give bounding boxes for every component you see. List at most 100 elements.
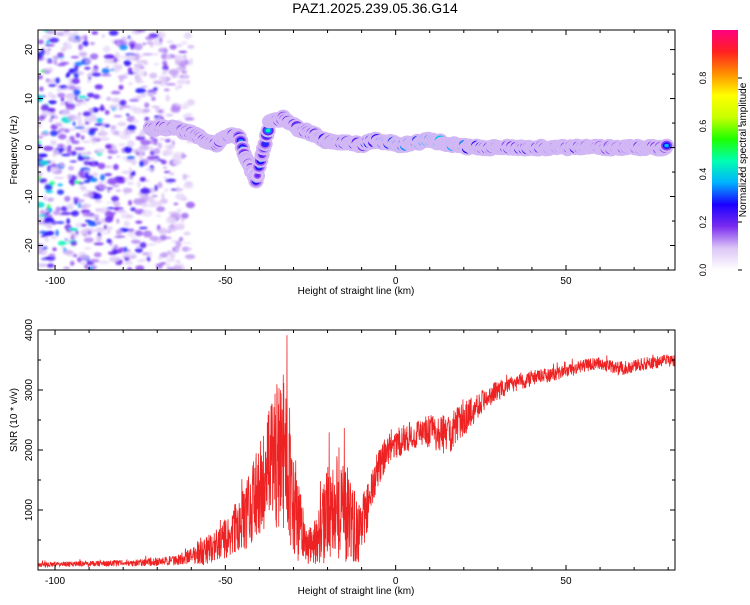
noise-spot [127, 67, 133, 74]
noise-spot [128, 228, 135, 233]
noise-spot [127, 35, 131, 39]
y-tick-label: 0 [24, 144, 35, 150]
noise-spot [185, 254, 196, 260]
noise-spot [121, 156, 128, 160]
noise-spot [57, 183, 63, 187]
noise-spot [140, 139, 151, 146]
noise-spot [166, 267, 176, 270]
snr-ylabel: SNR (10 * v/v) [9, 388, 20, 452]
noise-spot [66, 43, 72, 47]
noise-spot [158, 37, 163, 44]
noise-spot [184, 117, 195, 121]
noise-spot [159, 83, 167, 87]
noise-spot [179, 61, 187, 68]
noise-spot [126, 266, 133, 270]
noise-spot [63, 144, 68, 150]
noise-spot [157, 256, 163, 260]
noise-spot [128, 82, 133, 86]
noise-spot [58, 128, 65, 132]
figure-title: PAZ1.2025.239.05.36.G14 [292, 0, 458, 16]
noise-spot [114, 52, 121, 59]
noise-spot [157, 200, 163, 207]
noise-spot [38, 39, 44, 45]
noise-spot [155, 106, 159, 113]
colorbar-tick-label: 0.6 [698, 120, 708, 133]
noise-spot [162, 166, 168, 169]
noise-spot [60, 96, 65, 102]
noise-spot [82, 111, 92, 117]
noise-spot [100, 232, 109, 235]
noise-spot [148, 251, 153, 258]
noise-spot [146, 92, 157, 96]
noise-spot [173, 152, 183, 158]
noise-spot [145, 168, 154, 171]
noise-spot [80, 135, 85, 140]
noise-spot [41, 34, 52, 40]
noise-spot [78, 112, 82, 115]
noise-spot [98, 130, 108, 137]
noise-spot [144, 102, 150, 108]
noise-spot [92, 68, 99, 73]
ridge-cell [262, 142, 268, 146]
noise-spot [178, 50, 188, 54]
noise-spot [110, 125, 117, 130]
noise-spot [44, 44, 55, 47]
noise-spot [138, 226, 148, 230]
noise-spot [178, 236, 184, 242]
noise-spot [61, 153, 71, 157]
noise-spot [103, 59, 112, 64]
noise-spot [115, 179, 126, 184]
noise-spot [140, 85, 148, 88]
noise-spot [176, 55, 185, 61]
noise-spot [38, 214, 47, 218]
x-tick-label: -100 [45, 276, 65, 287]
noise-spot [86, 92, 95, 98]
noise-spot [121, 55, 126, 60]
noise-spot [45, 190, 54, 194]
noise-spot [127, 159, 132, 162]
noise-spot [75, 132, 81, 138]
noise-spot [38, 263, 46, 266]
noise-spot [104, 216, 114, 223]
noise-spot [111, 97, 121, 103]
noise-spot [43, 70, 51, 74]
noise-spot [59, 61, 70, 65]
noise-spot [106, 187, 113, 190]
noise-spot [68, 128, 76, 131]
noise-spot [44, 256, 56, 260]
noise-spot [147, 203, 154, 208]
noise-spot [47, 165, 52, 172]
noise-spot [76, 86, 81, 90]
noise-spot [38, 201, 45, 208]
noise-spot [151, 105, 161, 108]
noise-spot [59, 58, 65, 61]
noise-spot [86, 79, 92, 84]
noise-spot [130, 43, 135, 50]
noise-spot [112, 145, 117, 152]
noise-spot [132, 107, 144, 114]
noise-spot [164, 144, 175, 150]
noise-spot [68, 232, 75, 235]
x-tick-label: 50 [560, 576, 572, 587]
noise-spot [182, 242, 192, 245]
noise-spot [46, 263, 55, 268]
noise-spot [69, 160, 78, 163]
noise-spot [181, 218, 185, 223]
noise-spot [185, 201, 195, 209]
noise-spot [70, 240, 78, 246]
noise-spot [139, 187, 151, 195]
noise-spot [74, 147, 85, 151]
noise-spot [175, 66, 184, 72]
noise-spot [63, 247, 67, 252]
noise-spot [98, 260, 110, 265]
noise-spot [137, 149, 146, 154]
noise-spot [39, 178, 48, 184]
noise-spot [178, 85, 182, 89]
ridge-cell [255, 174, 260, 178]
noise-spot [159, 137, 166, 141]
noise-spot [79, 254, 90, 260]
noise-spot [175, 247, 179, 254]
noise-spot [136, 30, 146, 33]
colorbar-ticks: 0.0 0.2 0.4 0.6 0.8 [698, 72, 742, 276]
